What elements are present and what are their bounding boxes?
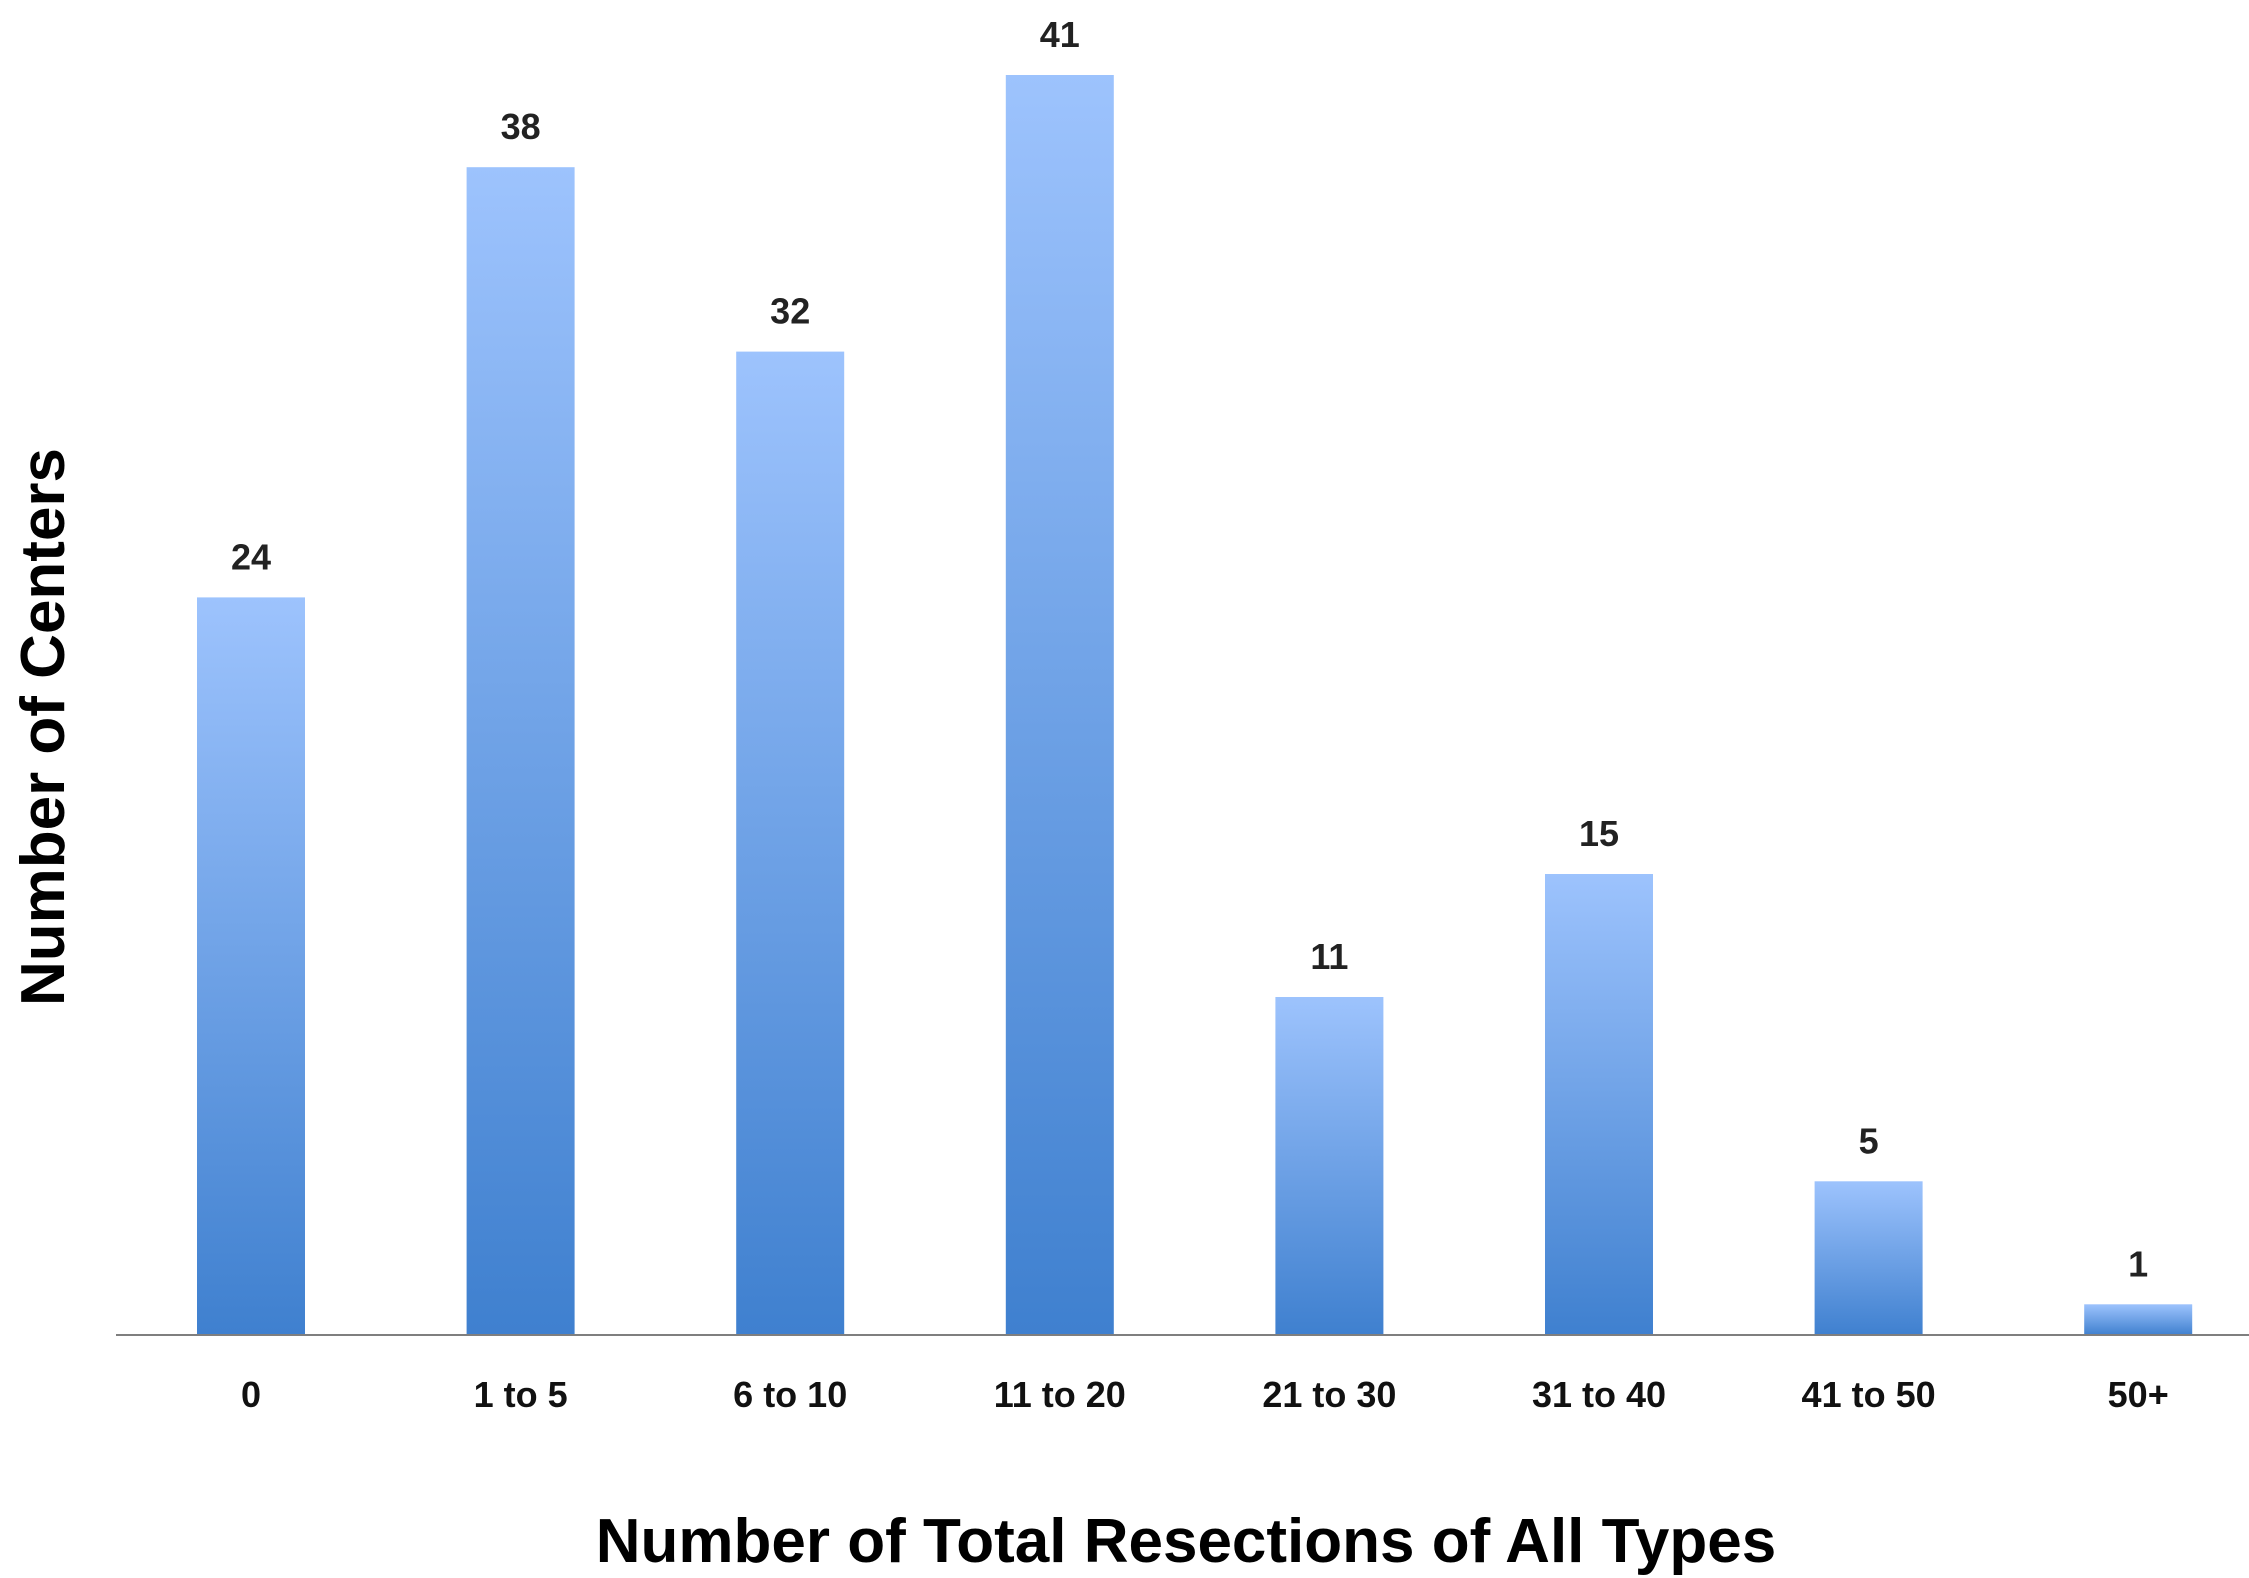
data-label: 32 bbox=[770, 291, 810, 332]
bars-group bbox=[197, 75, 2193, 1336]
data-label: 24 bbox=[231, 536, 271, 577]
x-tick-label: 50+ bbox=[2108, 1374, 2169, 1415]
bar-41-to-50 bbox=[1814, 1181, 1923, 1335]
bar-21-to-30 bbox=[1275, 997, 1384, 1335]
bar-50plus bbox=[2084, 1304, 2193, 1335]
data-labels-group: 24 38 32 41 11 15 5 1 bbox=[231, 14, 2148, 1284]
bar-1-to-5 bbox=[466, 167, 575, 1336]
data-label: 38 bbox=[501, 106, 541, 147]
bar-31-to-40 bbox=[1545, 874, 1653, 1335]
data-label: 5 bbox=[1859, 1120, 1879, 1161]
data-label: 41 bbox=[1040, 14, 1080, 55]
x-tick-label: 0 bbox=[241, 1374, 261, 1415]
y-axis-title: Number of Centers bbox=[9, 448, 78, 1006]
bar-6-to-10 bbox=[736, 351, 845, 1336]
x-tick-label: 31 to 40 bbox=[1532, 1374, 1666, 1415]
x-tick-labels-group: 0 1 to 5 6 to 10 11 to 20 21 to 30 31 to 40 41… bbox=[241, 1374, 2169, 1415]
x-tick-label: 1 to 5 bbox=[474, 1374, 568, 1415]
data-label: 1 bbox=[2128, 1243, 2148, 1284]
bar-11-to-20 bbox=[1005, 75, 1114, 1335]
bar-0 bbox=[197, 597, 305, 1335]
data-label: 15 bbox=[1579, 813, 1619, 854]
x-tick-label: 21 to 30 bbox=[1262, 1374, 1396, 1415]
x-tick-label: 11 to 20 bbox=[994, 1374, 1126, 1415]
x-tick-label: 6 to 10 bbox=[733, 1374, 847, 1415]
data-label: 11 bbox=[1310, 936, 1348, 977]
x-axis-title: Number of Total Resections of All Types bbox=[596, 1507, 1776, 1576]
x-tick-label: 41 to 50 bbox=[1802, 1374, 1936, 1415]
